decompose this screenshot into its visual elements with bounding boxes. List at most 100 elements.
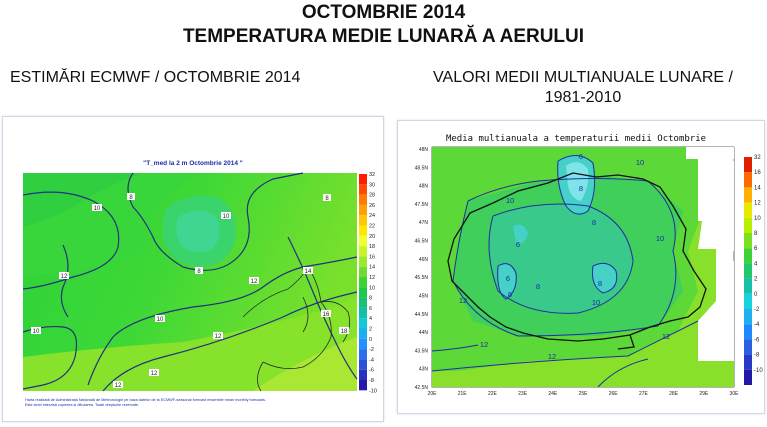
colorbar-swatch bbox=[359, 318, 367, 329]
svg-text:8: 8 bbox=[129, 195, 133, 201]
page-title-parameter: TEMPERATURA MEDIE LUNARĂ A AERULUI bbox=[182, 26, 585, 47]
ecmwf-contour-labels: 10 8 10 8 8 12 12 10 12 14 12 10 12 16 1… bbox=[31, 193, 349, 389]
colorbar-label: 4 bbox=[369, 316, 372, 322]
svg-text:6: 6 bbox=[579, 152, 583, 161]
colorbar-label: 6 bbox=[754, 246, 758, 252]
svg-text:12: 12 bbox=[251, 279, 258, 285]
colorbar-label: 30 bbox=[369, 182, 375, 188]
climatology-map-panel: Media multianuala a temperaturii medii O… bbox=[397, 120, 765, 414]
colorbar-label: 26 bbox=[369, 203, 375, 209]
colorbar-swatch bbox=[359, 215, 367, 226]
svg-text:8: 8 bbox=[197, 269, 201, 275]
colorbar-label: -8 bbox=[369, 378, 374, 384]
longitude-label: 27E bbox=[639, 391, 649, 397]
colorbar-swatch bbox=[744, 339, 752, 355]
svg-text:12: 12 bbox=[151, 371, 158, 377]
colorbar-swatch bbox=[744, 369, 752, 385]
ecmwf-map-field bbox=[23, 173, 357, 391]
colorbar-label: 18 bbox=[369, 244, 375, 250]
colorbar-swatch bbox=[359, 307, 367, 319]
colorbar-swatch bbox=[359, 204, 367, 216]
climatology-colorbar: 32 16 14 12 10 8 6 4 2 0 -2 -4 -6 -8 -10 bbox=[744, 155, 763, 385]
romania-border bbox=[447, 172, 707, 350]
colorbar-label: 8 bbox=[369, 296, 372, 302]
climatology-map-field bbox=[431, 146, 735, 388]
colorbar-label: 22 bbox=[369, 224, 375, 230]
colorbar-swatch bbox=[359, 194, 367, 205]
ecmwf-map: "T_med la 2 m Octombrie 2014 " 10 bbox=[22, 160, 377, 407]
svg-text:8: 8 bbox=[536, 282, 540, 291]
colorbar-label: -4 bbox=[754, 322, 760, 328]
colorbar-label: 10 bbox=[369, 285, 375, 291]
colorbar-swatch bbox=[359, 369, 367, 380]
colorbar-label: 24 bbox=[369, 213, 375, 219]
latitude-label: 48N bbox=[419, 184, 429, 190]
ecmwf-map-title: "T_med la 2 m Octombrie 2014 " bbox=[143, 160, 243, 167]
colorbar-label: 16 bbox=[754, 170, 761, 176]
colorbar-swatch bbox=[359, 338, 367, 350]
colorbar-label: 28 bbox=[369, 193, 375, 199]
svg-text:10: 10 bbox=[636, 158, 644, 167]
colorbar-swatch bbox=[744, 263, 752, 279]
longitude-label: 26E bbox=[609, 391, 619, 397]
colorbar-swatch bbox=[359, 277, 367, 288]
latitude-label: 48.5N bbox=[415, 165, 429, 171]
longitude-labels: 20E 21E 22E 23E 24E 25E 26E 27E 28E 29E 30E bbox=[428, 391, 740, 397]
latitude-label: 46N bbox=[419, 257, 429, 263]
climatology-map-title: Media multianuala a temperaturii medii O… bbox=[446, 134, 706, 144]
colorbar-label: 2 bbox=[754, 277, 758, 283]
latitude-label: 48N bbox=[419, 147, 429, 153]
colorbar-label: 0 bbox=[369, 337, 372, 343]
ecmwf-footnote-2: Este strict interzisă copierea și difuza… bbox=[25, 403, 139, 407]
latitude-labels: 48N 48.5N 48N 47.5N 47N 46.5N 46N 45.5N 45N 44.5N… bbox=[415, 147, 429, 391]
colorbar-swatch bbox=[744, 202, 752, 218]
colorbar-label: 10 bbox=[754, 216, 761, 222]
svg-text:10: 10 bbox=[656, 234, 664, 243]
colorbar-label: 14 bbox=[754, 185, 761, 191]
colorbar-swatch bbox=[359, 174, 367, 185]
climatology-contour-labels: 6 10 8 10 6 10 6 8 8 8 10 6 12 12 12 12 bbox=[459, 152, 670, 361]
colorbar-label: 32 bbox=[369, 172, 375, 178]
ecmwf-map-panel: "T_med la 2 m Octombrie 2014 " 10 bbox=[2, 116, 384, 422]
colorbar-label: -2 bbox=[369, 347, 374, 353]
ecmwf-footnote-1: Harta realizată de Administrația Naționa… bbox=[25, 398, 266, 402]
longitude-label: 23E bbox=[518, 391, 528, 397]
colorbar-swatch bbox=[744, 187, 752, 203]
svg-text:10: 10 bbox=[223, 214, 230, 220]
colorbar-label: 12 bbox=[369, 275, 375, 281]
longitude-label: 29E bbox=[699, 391, 709, 397]
colorbar-swatch bbox=[359, 225, 367, 236]
svg-text:10: 10 bbox=[33, 329, 40, 335]
climatology-map: Media multianuala a temperaturii medii O… bbox=[415, 134, 764, 397]
colorbar-label: 32 bbox=[754, 155, 761, 161]
svg-text:8: 8 bbox=[325, 196, 329, 202]
latitude-label: 45N bbox=[419, 293, 429, 299]
colorbar-label: -2 bbox=[754, 307, 760, 313]
svg-text:12: 12 bbox=[215, 334, 222, 340]
svg-text:12: 12 bbox=[459, 296, 467, 305]
colorbar-swatch bbox=[744, 157, 752, 173]
latitude-label: 47N bbox=[419, 220, 429, 226]
colorbar-label: 16 bbox=[369, 254, 375, 260]
colorbar-label: 12 bbox=[754, 201, 761, 207]
colorbar-label: -8 bbox=[754, 353, 760, 359]
colorbar-label: -10 bbox=[754, 368, 763, 374]
colorbar-swatch bbox=[359, 349, 367, 360]
svg-text:12: 12 bbox=[480, 340, 488, 349]
colorbar-swatch bbox=[744, 309, 752, 325]
longitude-label: 20E bbox=[428, 391, 438, 397]
left-map-subtitle: ESTIMĂRI ECMWF / OCTOMBRIE 2014 bbox=[10, 69, 301, 86]
colorbar-label: -6 bbox=[369, 368, 374, 374]
svg-text:8: 8 bbox=[598, 279, 602, 288]
colorbar-label: 8 bbox=[754, 231, 758, 237]
colorbar-label: 4 bbox=[754, 261, 758, 267]
colorbar-label: -10 bbox=[369, 388, 377, 394]
ecmwf-isotherms bbox=[22, 172, 358, 392]
page-title-month: OCTOMBRIE 2014 bbox=[301, 2, 466, 23]
latitude-label: 43N bbox=[419, 367, 429, 373]
climatology-isotherms bbox=[431, 155, 699, 388]
longitude-label: 25E bbox=[579, 391, 589, 397]
svg-text:6: 6 bbox=[506, 274, 510, 283]
svg-text:18: 18 bbox=[341, 329, 348, 335]
